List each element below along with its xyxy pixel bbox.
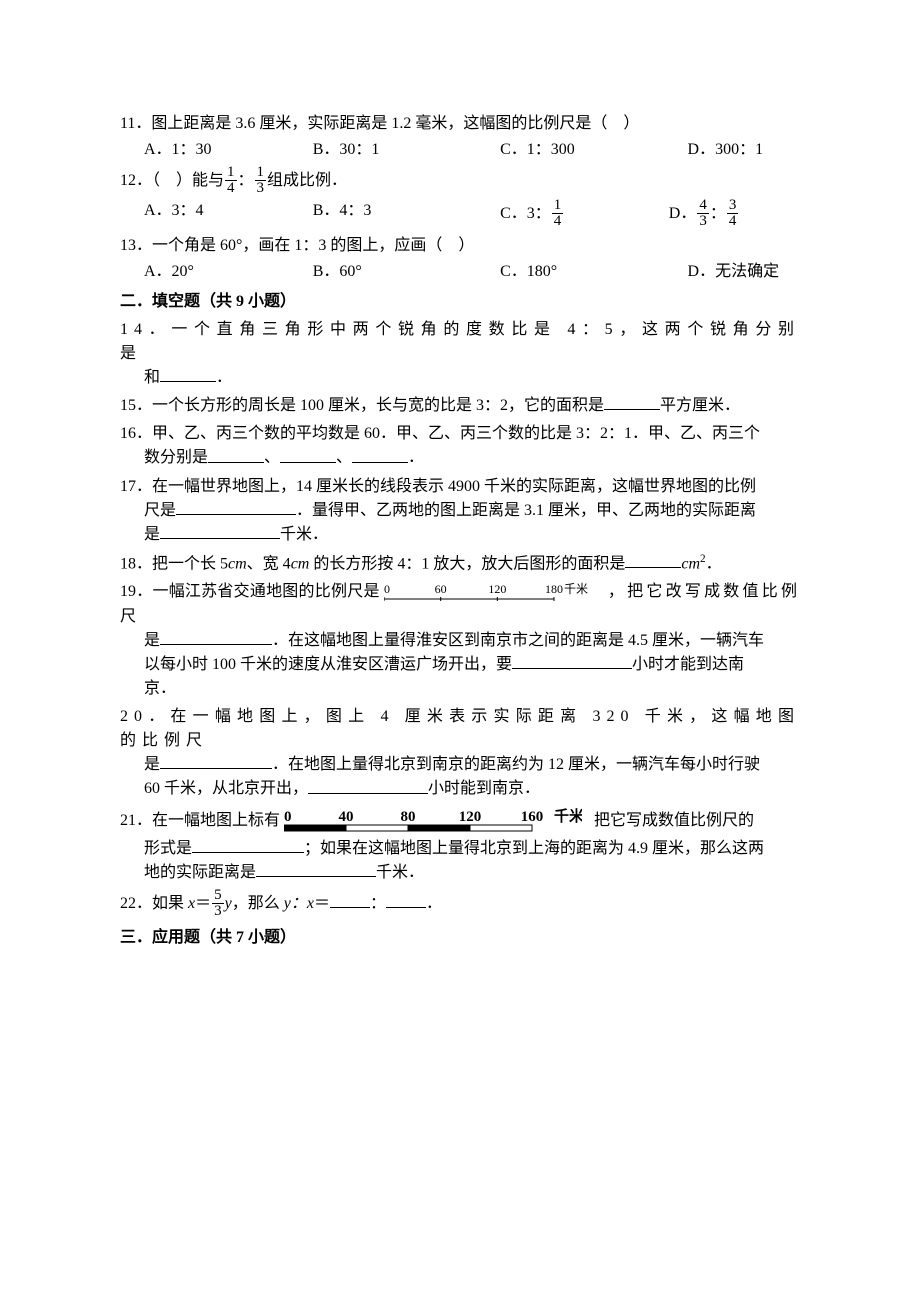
- blank: [176, 499, 296, 515]
- blank: [192, 837, 304, 853]
- q17-line1: 17．在一幅世界地图上，14 厘米长的线段表示 4900 千米的实际距离，这幅世…: [120, 475, 800, 499]
- q20-line2: 是．在地图上量得北京到南京的距离约为 12 厘米，一辆汽车每小时行驶: [144, 753, 800, 777]
- q12-options: A．3：4 B．4：3 C．3：14 D．43：34: [144, 199, 800, 230]
- q11-stem: 11．图上距离是 3.6 厘米，实际距离是 1.2 毫米，这幅图的比例尺是（ ）: [120, 115, 639, 132]
- q20-line3: 60 千米，从北京开出，小时能到南京．: [144, 777, 800, 801]
- blank: [352, 446, 408, 462]
- q17-line3: 是千米．: [144, 523, 800, 547]
- blank: [160, 753, 272, 769]
- q12-stem: 12．（ ）能与14：13组成比例．: [120, 172, 347, 189]
- section-3-heading: 三．应用题（共 7 小题）: [120, 926, 800, 950]
- q13-options: A．20° B．60° C．180° D．无法确定: [144, 260, 800, 284]
- svg-text:0: 0: [284, 809, 292, 825]
- blank: [256, 861, 376, 877]
- q21-line1: 21．在一幅地图上标有04080120160千米 把它写成数值比例尺的: [120, 806, 800, 837]
- q13-opt-b: B．60°: [313, 260, 500, 284]
- q22: 22．如果 x＝53y，那么 y：x＝：．: [120, 889, 800, 920]
- blank: [604, 394, 660, 410]
- blank: [280, 446, 336, 462]
- q11-options: A．1：30 B．30：1 C．1：300 D．300：1: [144, 138, 800, 162]
- blank: [160, 523, 280, 539]
- linear-scale-q21: 0 40 80 120 160 千米: [284, 806, 582, 837]
- svg-text:160: 160: [521, 809, 544, 825]
- q21-line2: 形式是；如果在这幅地图上量得北京到上海的距离为 4.9 厘米，那么这两: [144, 837, 800, 861]
- q19-line3: 以每小时 100 千米的速度从淮安区漕运广场开出，要小时才能到达南: [144, 653, 800, 677]
- q14-line1: 14．一个直角三角形中两个锐角的度数比是 4：5，这两个锐角分别是: [120, 318, 800, 366]
- blank: [512, 653, 632, 669]
- q13-opt-c: C．180°: [500, 260, 687, 284]
- q12-opt-d: D．43：34: [669, 199, 800, 230]
- q20-line1: 20．在一幅地图上，图上 4 厘米表示实际距离 320 千米，这幅地图的比例尺: [120, 705, 800, 753]
- frac-5-3: 53: [212, 888, 224, 919]
- q13-opt-a: A．20°: [144, 260, 313, 284]
- svg-text:千米: 千米: [564, 582, 588, 596]
- svg-text:120: 120: [488, 582, 506, 596]
- q19-line4: 京．: [144, 677, 800, 701]
- q11-opt-a: A．1：30: [144, 138, 313, 162]
- blank: [386, 892, 426, 908]
- q15: 15．一个长方形的周长是 100 厘米，长与宽的比是 3：2，它的面积是平方厘米…: [120, 394, 800, 418]
- q11-opt-d: D．300：1: [688, 138, 800, 162]
- q17-line2: 尺是．量得甲、乙两地的图上距离是 3.1 厘米，甲、乙两地的实际距离: [144, 499, 800, 523]
- svg-text:40: 40: [339, 809, 354, 825]
- q12-opt-c: C．3：14: [500, 199, 669, 230]
- frac-1-3: 13: [255, 165, 267, 196]
- linear-scale-q19: 0 60 120 180千米: [384, 580, 604, 604]
- q19-line2: 是．在这幅地图上量得淮安区到南京市之间的距离是 4.5 厘米，一辆汽车: [144, 629, 800, 653]
- svg-text:0: 0: [384, 582, 390, 596]
- q13-stem: 13．一个角是 60°，画在 1：3 的图上，应画（ ）: [120, 237, 474, 254]
- q16-line1: 16．甲、乙、丙三个数的平均数是 60．甲、乙、丙三个数的比是 3：2：1．甲、…: [120, 422, 800, 446]
- q16-line2: 数分别是、、．: [144, 446, 800, 470]
- q21-line3: 地的实际距离是千米．: [144, 861, 800, 885]
- q12-opt-a: A．3：4: [144, 199, 313, 230]
- section-2-heading: 二．填空题（共 9 小题）: [120, 290, 800, 314]
- q18: 18．把一个长 5cm、宽 4cm 的长方形按 4：1 放大，放大后图形的面积是…: [120, 551, 800, 576]
- svg-text:180: 180: [545, 582, 563, 596]
- svg-text:60: 60: [434, 582, 446, 596]
- frac-1-4: 14: [225, 165, 237, 196]
- q19-line1: 19．一幅江苏省交通地图的比例尺是060120180千米，把它改写成数值比例尺: [120, 580, 800, 628]
- q14-line2: 和．: [144, 366, 800, 390]
- svg-text:千米: 千米: [554, 807, 582, 825]
- svg-text:120: 120: [459, 809, 482, 825]
- blank: [208, 446, 264, 462]
- q11-opt-b: B．30：1: [313, 138, 500, 162]
- blank: [160, 366, 216, 382]
- blank: [160, 629, 272, 645]
- blank: [625, 552, 681, 568]
- q11-opt-c: C．1：300: [500, 138, 687, 162]
- blank: [308, 777, 428, 793]
- blank: [330, 892, 370, 908]
- q13-opt-d: D．无法确定: [688, 260, 800, 284]
- q12-opt-b: B．4：3: [313, 199, 500, 230]
- svg-text:80: 80: [401, 809, 416, 825]
